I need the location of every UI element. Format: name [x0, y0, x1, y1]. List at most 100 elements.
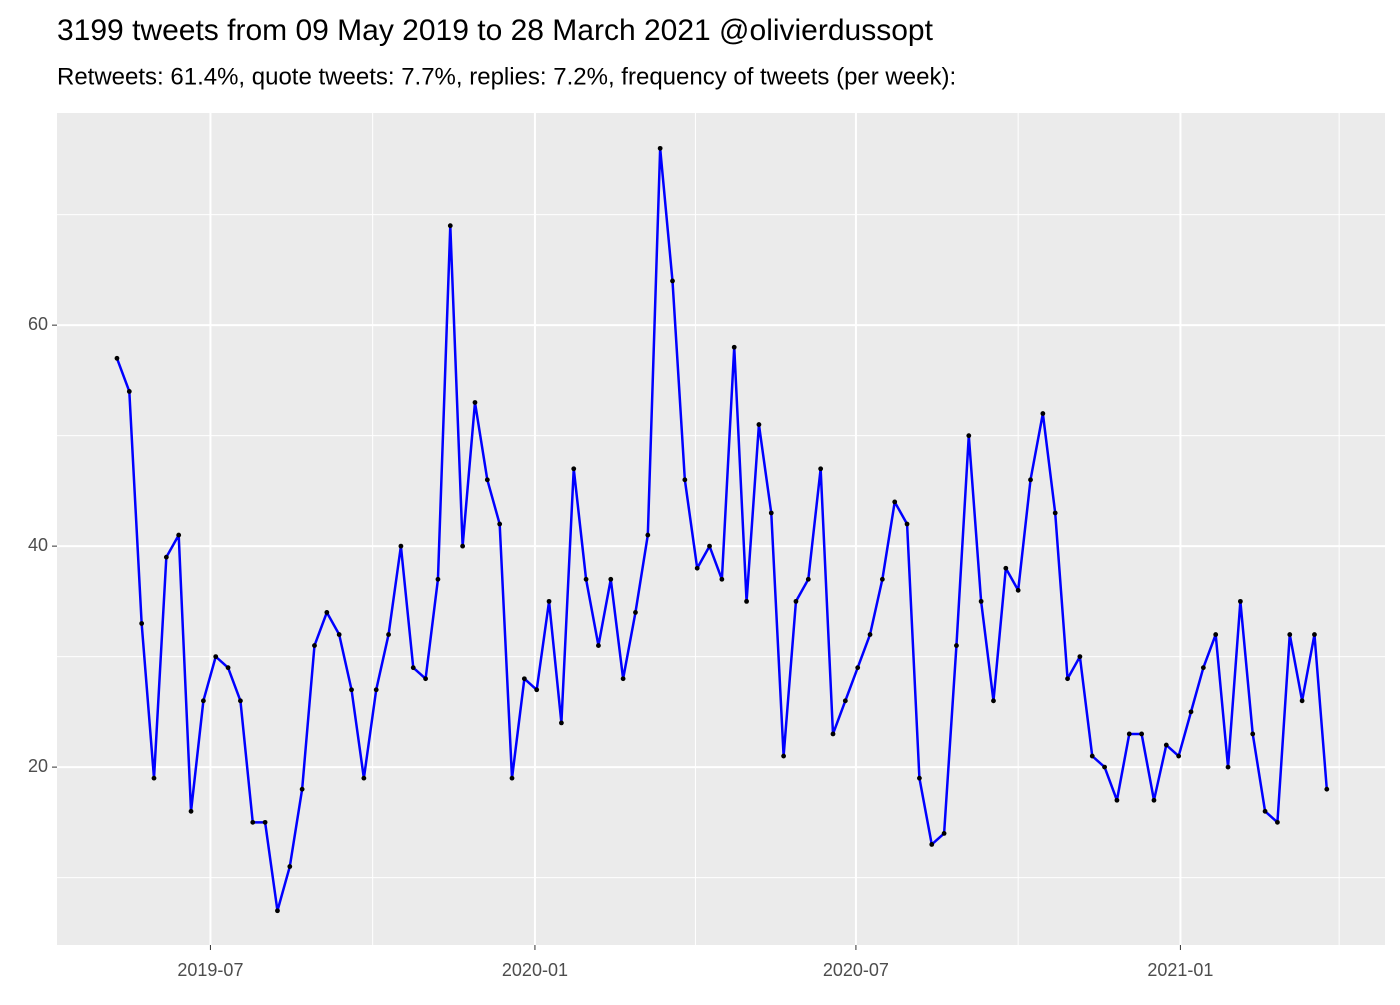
data-point — [917, 775, 922, 781]
data-point — [633, 610, 638, 615]
data-point — [1102, 764, 1107, 770]
data-point — [410, 665, 416, 671]
data-point — [139, 621, 145, 626]
data-point — [657, 145, 663, 151]
data-point — [645, 532, 651, 538]
data-point — [447, 223, 453, 229]
data-point — [941, 831, 947, 836]
data-point — [1003, 565, 1009, 571]
data-point — [991, 698, 996, 704]
data-point — [225, 665, 231, 671]
data-point — [558, 720, 564, 726]
data-point — [966, 433, 972, 439]
y-tick-label: 40 — [28, 535, 48, 555]
data-point — [386, 632, 391, 637]
data-point — [892, 499, 898, 505]
chart-title: 3199 tweets from 09 May 2019 to 28 March… — [57, 14, 934, 47]
data-point — [1237, 598, 1243, 604]
data-point — [830, 731, 836, 737]
data-point — [126, 389, 132, 394]
data-point — [1126, 731, 1132, 737]
data-point — [460, 543, 466, 549]
data-point — [1324, 786, 1330, 792]
data-point — [238, 698, 243, 704]
data-point — [1052, 510, 1058, 516]
data-point — [1262, 808, 1268, 814]
data-point — [719, 576, 725, 582]
data-point — [398, 543, 404, 549]
data-point — [929, 842, 935, 847]
data-point — [534, 687, 540, 693]
data-point — [521, 676, 527, 682]
data-point — [879, 576, 885, 582]
data-point — [793, 598, 799, 604]
data-point — [707, 543, 712, 549]
data-point — [361, 775, 367, 781]
data-point — [694, 565, 700, 571]
x-tick-label: 2020-01 — [502, 960, 568, 980]
data-point — [287, 864, 293, 869]
data-point — [744, 598, 749, 604]
data-point — [484, 477, 490, 483]
data-point — [867, 632, 873, 637]
data-point — [768, 510, 774, 516]
data-point — [373, 687, 379, 693]
data-point — [1188, 709, 1194, 715]
x-tick-label: 2021-01 — [1147, 960, 1213, 980]
data-point — [1151, 797, 1157, 803]
data-point — [1312, 632, 1317, 637]
data-point — [842, 698, 848, 704]
data-point — [805, 576, 811, 582]
data-point — [349, 687, 354, 693]
data-point — [571, 466, 577, 472]
data-point — [855, 665, 861, 671]
chart-subtitle: Retweets: 61.4%, quote tweets: 7.7%, rep… — [57, 63, 956, 90]
data-point — [336, 632, 342, 637]
y-tick-label: 60 — [28, 314, 48, 334]
plot-panel — [57, 113, 1385, 945]
data-point — [1275, 819, 1280, 825]
data-point — [1200, 665, 1206, 671]
data-point — [163, 554, 169, 560]
data-point — [608, 576, 614, 582]
x-tick-label: 2020-07 — [823, 960, 889, 980]
data-point — [1089, 753, 1095, 759]
data-point — [1250, 731, 1256, 737]
data-point — [472, 400, 478, 405]
data-point — [620, 676, 626, 682]
data-point — [200, 698, 206, 704]
data-point — [596, 643, 601, 648]
data-point — [1225, 764, 1231, 770]
data-point — [1015, 587, 1021, 593]
data-point — [682, 477, 688, 483]
data-point — [176, 532, 182, 538]
data-point — [954, 643, 959, 648]
data-point — [546, 598, 552, 604]
data-point — [756, 422, 762, 427]
data-point — [250, 819, 256, 825]
x-tick-label: 2019-07 — [177, 960, 243, 980]
data-point — [1287, 632, 1293, 637]
data-point — [1139, 731, 1145, 737]
data-point — [151, 775, 157, 781]
data-point — [1040, 411, 1046, 416]
data-point — [435, 576, 441, 582]
data-point — [509, 775, 515, 781]
data-point — [1114, 797, 1120, 803]
data-point — [731, 344, 737, 350]
y-tick-label: 20 — [28, 756, 48, 776]
data-point — [324, 610, 330, 615]
data-point — [1028, 477, 1033, 483]
data-point — [978, 598, 984, 604]
data-point — [670, 278, 675, 284]
data-point — [583, 576, 589, 582]
data-point — [497, 521, 503, 527]
data-point — [299, 786, 305, 792]
data-point — [423, 676, 428, 682]
data-point — [275, 908, 280, 914]
data-point — [818, 466, 824, 472]
data-point — [188, 808, 194, 814]
data-point — [1077, 654, 1083, 660]
